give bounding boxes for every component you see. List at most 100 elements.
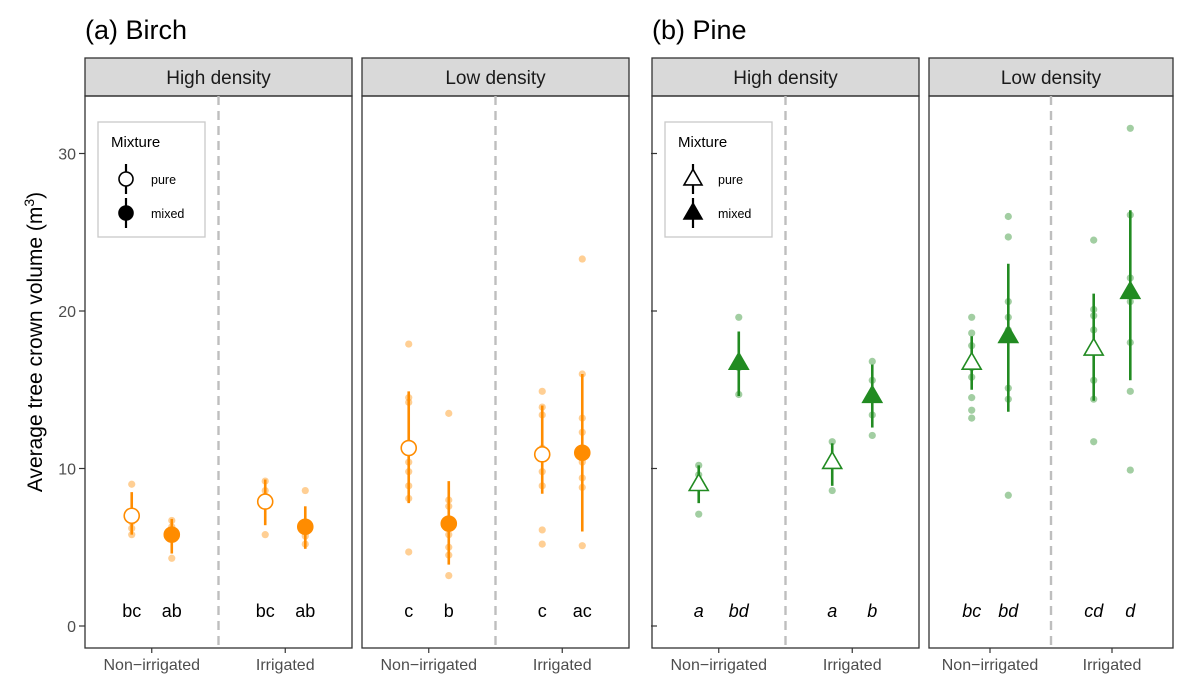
data-point [828, 486, 836, 495]
significance-letter: bd [729, 601, 750, 621]
legend-key-marker [682, 167, 704, 186]
significance-letter: bc [122, 601, 141, 621]
legend-box [664, 121, 773, 238]
x-tick-label: Non−irrigated [942, 657, 1039, 674]
group-mixed: bd [727, 313, 750, 621]
data-point [578, 255, 586, 263]
legend: Mixture pure mixed [664, 121, 773, 238]
data-point [735, 313, 743, 321]
data-point [968, 406, 976, 414]
data-point [538, 540, 546, 548]
strip-header [928, 57, 1174, 97]
significance-letter: bc [962, 601, 981, 621]
x-tick-label: Non−irrigated [671, 657, 768, 674]
data-point [128, 480, 136, 488]
facet-panel: Low density Non−irrigated Irrigated bc bd cd d [928, 57, 1174, 674]
group-mixed: ab [162, 516, 182, 621]
mean-marker [1082, 336, 1105, 356]
data-point [1004, 233, 1012, 241]
significance-letter: b [444, 601, 454, 621]
significance-letter: b [867, 601, 877, 621]
x-tick-label: Irrigated [1083, 657, 1142, 674]
group-mixed: b [861, 357, 884, 621]
legend-entry-label: pure [151, 173, 176, 187]
y-axis-title-main: Average tree crown volume (m [24, 207, 47, 493]
species-titles: (a) Birch (b) Pine [85, 15, 747, 45]
x-tick-label: Irrigated [823, 657, 882, 674]
y-tick-label: 10 [58, 462, 76, 479]
mean-marker [163, 526, 181, 543]
group-pure: c [533, 387, 551, 621]
group-pure: bc [122, 480, 141, 621]
facet-panel: High density Non−irrigated Irrigated a bd a b M… [651, 57, 920, 674]
group-pure: a [821, 438, 844, 621]
group-mixed: b [440, 409, 458, 621]
x-tick-label: Irrigated [533, 657, 592, 674]
y-axis-title: Average tree crown volume (m3) [21, 192, 47, 492]
data-point [968, 394, 976, 402]
mean-marker [861, 384, 884, 404]
group-pure: c [400, 340, 418, 621]
mean-marker [1119, 280, 1142, 300]
data-point [695, 510, 703, 518]
significance-letter: ab [162, 601, 182, 621]
y-tick-label: 0 [67, 619, 76, 636]
y-tick-label: 30 [58, 147, 76, 164]
legend-entry-label: mixed [718, 207, 751, 221]
group-mixed: bd [997, 212, 1020, 621]
y-axis-title-close: ) [24, 192, 47, 199]
strip-label: High density [166, 68, 271, 89]
legend-entry-label: mixed [151, 207, 184, 221]
data-point [968, 414, 976, 422]
strip-label: High density [733, 68, 838, 89]
data-point [261, 531, 269, 539]
legend: Mixture pure mixed [97, 121, 206, 238]
legend-key-marker [118, 205, 134, 221]
y-tick-label: 20 [58, 304, 76, 321]
significance-letter: bd [998, 601, 1019, 621]
significance-letter: d [1125, 601, 1136, 621]
group-pure: bc [256, 477, 275, 621]
y-axis-title-superscript: 3 [21, 199, 37, 207]
legend-entry-label: pure [718, 173, 743, 187]
group-mixed: ab [295, 486, 315, 621]
legend-key-marker [118, 171, 134, 187]
group-pure: cd [1082, 236, 1105, 621]
data-point [538, 526, 546, 534]
group-pure: bc [960, 313, 983, 621]
mean-marker [997, 324, 1020, 344]
data-point [301, 486, 309, 495]
mean-marker [687, 472, 710, 492]
strip-label: Low density [1001, 68, 1102, 89]
significance-letter: ab [295, 601, 315, 621]
mean-marker [256, 493, 274, 510]
legend-key-marker [682, 201, 704, 220]
data-point [1090, 438, 1098, 446]
data-point [968, 329, 976, 337]
facet-panel: Low density Non−irrigated Irrigated c b c ac [361, 57, 630, 674]
strip-header [361, 57, 630, 97]
data-point [1004, 491, 1012, 499]
data-point [1126, 387, 1134, 395]
data-point [1090, 236, 1098, 244]
significance-letter: bc [256, 601, 275, 621]
significance-letter: a [827, 601, 837, 621]
x-tick-label: Irrigated [256, 657, 315, 674]
data-point [538, 387, 546, 395]
data-point [168, 554, 176, 562]
data-point [445, 409, 453, 417]
group-pure: a [687, 461, 710, 621]
strip-header [651, 57, 920, 97]
data-point [1126, 124, 1134, 132]
significance-letter: c [538, 601, 547, 621]
legend-title: Mixture [678, 134, 727, 151]
data-point [1004, 212, 1012, 221]
species-title-pine: (b) Pine [652, 15, 747, 45]
data-point [868, 431, 876, 440]
mean-marker [960, 351, 983, 371]
significance-letter: cd [1084, 601, 1104, 621]
data-point [828, 438, 836, 446]
group-mixed: ac [573, 255, 592, 621]
